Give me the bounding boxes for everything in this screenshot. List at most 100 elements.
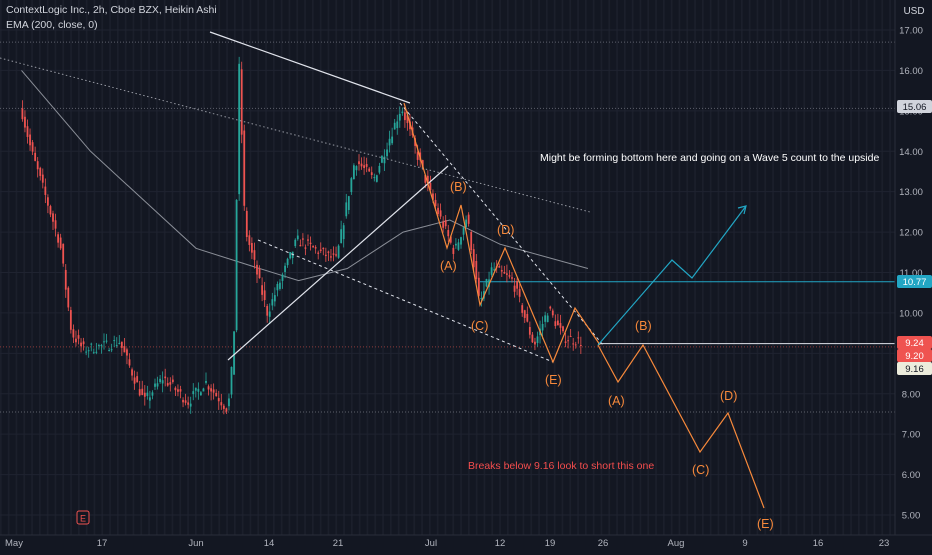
grid-stripe — [70, 0, 72, 535]
candle-body — [467, 214, 470, 224]
grid-stripe — [312, 0, 314, 535]
time-tick-label: 14 — [264, 538, 275, 549]
grid-stripe — [795, 0, 798, 535]
grid-stripe — [811, 0, 813, 535]
candle-body — [268, 311, 271, 317]
candle-body — [480, 298, 483, 300]
candle-body — [477, 277, 480, 296]
candle-body — [143, 392, 146, 397]
time-tick-label: 21 — [333, 538, 344, 549]
candle-body — [500, 270, 503, 272]
grid-stripe — [452, 0, 455, 535]
candle-body — [312, 246, 314, 248]
grid-stripe — [187, 0, 189, 535]
grid-stripe — [195, 0, 197, 535]
candle-body — [87, 350, 90, 352]
grid-stripe — [733, 0, 735, 535]
grid-stripe — [7, 0, 10, 535]
short-note: Breaks below 9.16 look to short this one — [468, 460, 654, 472]
price-badge-bg-9-24 — [897, 336, 932, 349]
price-tick-label: 13.00 — [899, 187, 923, 198]
candle-body — [498, 266, 501, 268]
grid-stripe — [0, 0, 2, 535]
candle-body — [100, 345, 103, 347]
candle-body — [194, 387, 197, 391]
candle-body — [110, 349, 113, 351]
candle-body — [243, 130, 246, 206]
candle-body — [465, 219, 467, 227]
candle-body — [120, 341, 123, 348]
candle-body — [205, 380, 207, 383]
grid-stripe — [655, 0, 657, 535]
candle-body — [368, 168, 371, 172]
price-tick-label: 11.00 — [899, 268, 922, 279]
grid-stripe — [140, 0, 143, 535]
grid-stripe — [288, 0, 291, 535]
candle-body — [159, 378, 161, 383]
candle-body — [350, 178, 353, 193]
ema-legend[interactable]: EMA (200, close, 0) — [6, 19, 98, 31]
grid-stripe — [210, 0, 213, 535]
candle-body — [24, 116, 26, 128]
grid-stripe — [226, 0, 228, 535]
grid-stripe — [725, 0, 728, 535]
grid-stripe — [280, 0, 283, 535]
candle-body — [432, 193, 434, 200]
price-tick-label: 10.00 — [899, 308, 923, 319]
candle-body — [347, 196, 350, 211]
grid-stripe — [54, 0, 57, 535]
grid-stripe — [772, 0, 774, 535]
projection-label-b: (B) — [635, 319, 652, 333]
candle-body — [57, 234, 59, 243]
wedge-upper-dashed — [399, 102, 604, 346]
wave-label-e: (E) — [545, 373, 562, 387]
candle-body — [327, 251, 330, 253]
candle-body — [141, 388, 144, 395]
grid-stripe — [460, 0, 462, 535]
candle-body — [299, 244, 302, 247]
symbol-legend[interactable]: ContextLogic Inc., 2h, Cboe BZX, Heikin … — [6, 4, 217, 16]
grid-stripe — [624, 0, 626, 535]
grid-stripe — [218, 0, 221, 535]
bullish-projection-arrowhead — [737, 205, 747, 215]
price-tick-label: 8.00 — [902, 389, 921, 400]
grid-stripe — [39, 0, 41, 535]
grid-stripe — [327, 0, 330, 535]
candle-body — [54, 220, 57, 229]
time-axis-background — [0, 535, 932, 550]
candle-body — [355, 166, 358, 171]
candle-body — [98, 345, 100, 347]
candle-body — [189, 403, 192, 407]
candle-body — [41, 174, 44, 183]
candle-body — [449, 236, 452, 243]
grid-stripe — [273, 0, 275, 535]
grid-stripe — [390, 0, 392, 535]
candle-body — [166, 383, 169, 386]
time-axis[interactable] — [0, 534, 932, 550]
candle-body — [248, 235, 251, 245]
candle-body — [307, 239, 309, 241]
candle-body — [171, 379, 174, 383]
price-tick-label: 12.00 — [899, 228, 923, 239]
candle-body — [337, 245, 340, 258]
candle-body — [528, 327, 531, 335]
candle-body — [210, 388, 212, 392]
wave-labels: (B) (A) (D) (C) (E) (B) (A) (D) (C) (E) — [440, 180, 774, 531]
grid-stripe — [592, 0, 595, 535]
candle-body — [36, 161, 39, 170]
candle-body — [62, 243, 65, 264]
candle-body — [470, 231, 473, 251]
earnings-marker[interactable]: E — [76, 510, 90, 525]
candle-body — [49, 206, 52, 215]
candle-body — [475, 260, 478, 280]
grid-stripe — [413, 0, 416, 535]
candle-body — [429, 182, 432, 191]
price-axis[interactable]: USD — [894, 0, 932, 535]
candle-body — [439, 210, 442, 217]
candle-body — [108, 349, 110, 351]
candle-body — [518, 289, 521, 297]
candle-body — [421, 160, 424, 168]
grid-stripe — [873, 0, 876, 535]
